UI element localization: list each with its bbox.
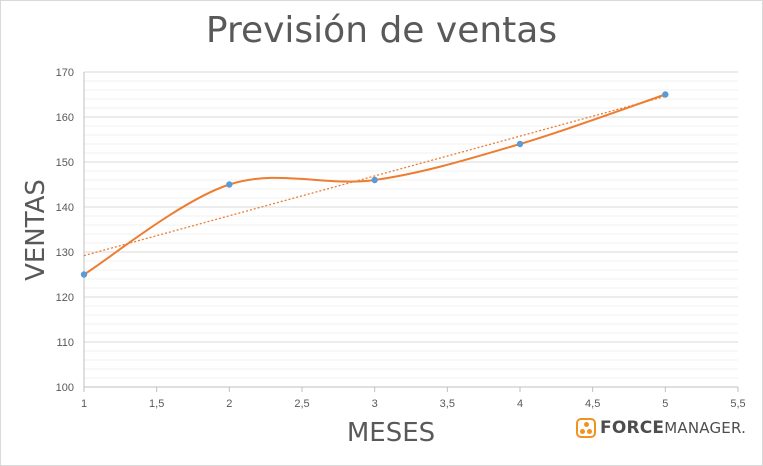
x-tick-label: 2,5 [294,398,309,410]
x-tick-label: 4,5 [585,398,600,410]
y-tick-label: 100 [56,382,74,394]
data-point [371,176,378,184]
logo-text-force: FORCE [600,418,665,438]
y-tick-label: 140 [56,202,74,214]
x-tick-label: 3,5 [440,398,455,410]
x-tick-label: 2 [226,398,232,410]
x-tick-label: 5 [662,398,668,410]
x-tick-label: 5,5 [730,398,745,410]
chart-title: Previsión de ventas [205,10,558,51]
y-tick-label: 170 [56,67,74,79]
logo-icon [576,418,596,438]
data-point [516,140,524,148]
forcemanager-logo: FORCEMANAGER. [576,418,746,438]
data-point [226,181,233,188]
logo-text: FORCEMANAGER. [600,418,746,438]
y-tick-label: 130 [56,247,74,259]
logo-text-manager: MANAGER [664,419,742,437]
x-tick-label: 1,5 [149,398,164,410]
x-tick-label: 3 [372,398,378,410]
x-axis-label: MESES [346,418,436,448]
data-point [80,271,88,278]
x-tick-label: 4 [517,398,523,410]
y-tick-label: 110 [56,337,74,349]
x-tick-label: 1 [81,398,87,410]
y-tick-label: 160 [56,112,74,124]
y-tick-label: 150 [56,157,74,169]
trendline [83,95,666,257]
y-tick-label: 120 [56,292,74,304]
series-line [83,93,666,276]
data-point [662,91,669,98]
logo-text-mark: . [741,419,747,437]
